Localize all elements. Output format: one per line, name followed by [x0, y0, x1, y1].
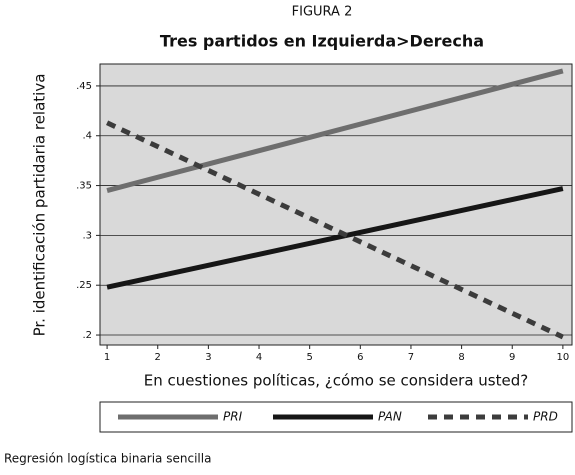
chart-title: Tres partidos en Izquierda>Derecha — [160, 32, 484, 51]
y-tick-label: .4 — [82, 131, 92, 142]
y-axis-label: Pr. identificación partidaria relativa — [31, 74, 49, 337]
x-tick-label: 2 — [155, 352, 161, 363]
legend-label: PRD — [533, 410, 558, 424]
plot-area — [99, 63, 573, 346]
series-line — [106, 120, 564, 340]
x-tick-label: 10 — [557, 352, 570, 363]
y-tick-label: .35 — [76, 181, 92, 192]
x-axis-label: En cuestiones políticas, ¿cómo se consid… — [144, 372, 528, 390]
legend-label: PAN — [378, 410, 402, 424]
x-tick-label: 7 — [408, 352, 414, 363]
legend-label: PRI — [223, 410, 243, 424]
y-tick-label: .25 — [76, 280, 92, 291]
x-tick-label: 9 — [509, 352, 515, 363]
series-line — [106, 186, 564, 290]
x-tick-label: 4 — [256, 352, 262, 363]
y-tick-label: .3 — [82, 230, 92, 241]
footnote: Regresión logística binaria sencilla — [4, 452, 211, 466]
y-tick-label: .2 — [82, 330, 92, 341]
x-tick-label: 1 — [104, 352, 110, 363]
figure-label: FIGURA 2 — [292, 5, 353, 20]
series-line — [106, 68, 564, 193]
x-tick-label: 6 — [357, 352, 363, 363]
x-tick-label: 5 — [306, 352, 312, 363]
y-tick-label: .45 — [76, 81, 92, 92]
x-tick-label: 8 — [458, 352, 464, 363]
x-tick-label: 3 — [205, 352, 211, 363]
